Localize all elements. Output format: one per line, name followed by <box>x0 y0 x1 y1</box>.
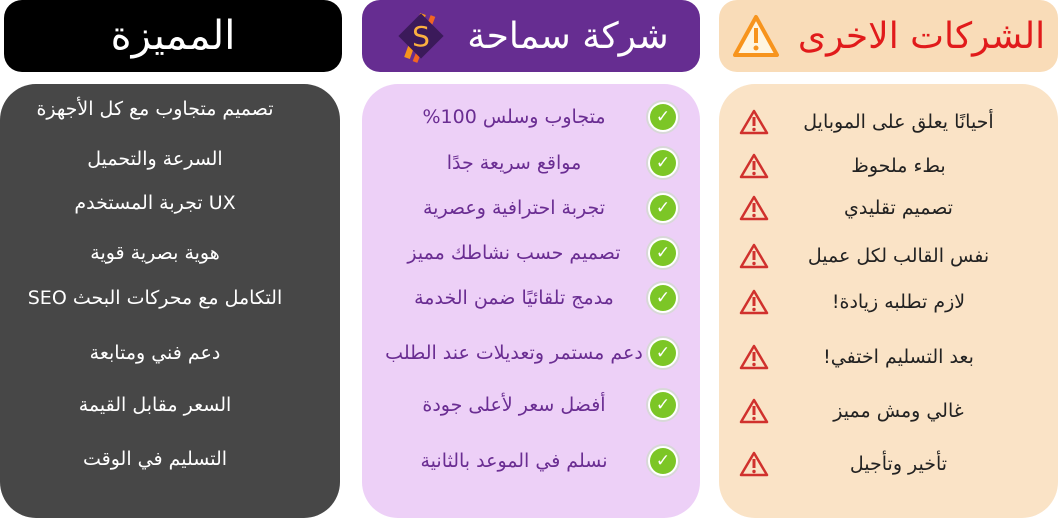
item-label: لازم تطلبه زيادة! <box>831 291 966 313</box>
list-item: تأخير وتأجيل <box>739 451 1028 477</box>
item-label: متجاوب وسلس 100% <box>422 106 606 128</box>
item-label: أحيانًا يعلق على الموبايل <box>803 111 994 133</box>
list-item: التكامل مع محركات البحث SEO <box>10 287 300 309</box>
warning-icon <box>739 289 769 315</box>
check-icon: ✓ <box>646 236 680 270</box>
item-label: دعم مستمر وتعديلات عند الطلب <box>385 342 643 364</box>
item-label: نفس القالب لكل عميل <box>807 245 990 267</box>
item-label: التسليم في الوقت <box>82 448 228 470</box>
warning-icon <box>739 451 769 477</box>
warning-icon <box>739 398 769 424</box>
item-label: مدمج تلقائيًا ضمن الخدمة <box>414 287 614 309</box>
list-item: بطء ملحوظ <box>739 153 1028 179</box>
list-item: أحيانًا يعلق على الموبايل <box>739 109 1028 135</box>
list-item: دعم فني ومتابعة <box>10 342 300 364</box>
features-panel: تصميم متجاوب مع كل الأجهزة السرعة والتحمي… <box>0 84 340 518</box>
item-label: تجربة احترافية وعصرية <box>422 197 606 219</box>
item-label: هوية بصرية قوية <box>90 242 220 264</box>
check-icon: ✓ <box>646 444 680 478</box>
company-title: شركة سماحة <box>467 15 669 57</box>
list-item: السرعة والتحميل <box>10 148 300 170</box>
list-item: لازم تطلبه زيادة! <box>739 289 1028 315</box>
check-icon: ✓ <box>646 388 680 422</box>
features-title: المميزة <box>110 13 236 59</box>
warning-icon <box>739 109 769 135</box>
svg-text:S: S <box>412 20 430 53</box>
list-item: تصميم متجاوب مع كل الأجهزة <box>10 98 300 120</box>
list-item: التسليم في الوقت <box>10 448 300 470</box>
item-label: التكامل مع محركات البحث SEO <box>27 287 283 309</box>
item-label: غالي ومش مميز <box>833 400 964 422</box>
warning-icon <box>739 153 769 179</box>
others-panel: أحيانًا يعلق على الموبايل بطء ملحوظ تصميم … <box>719 84 1058 518</box>
company-panel: ✓ متجاوب وسلس 100% ✓ مواقع سريعة جدًا ✓ تجربة… <box>362 84 700 518</box>
list-item: ✓ مواقع سريعة جدًا <box>382 146 680 180</box>
list-item: تصميم تقليدي <box>739 195 1028 221</box>
company-logo: S <box>398 12 444 63</box>
list-item: نفس القالب لكل عميل <box>739 243 1028 269</box>
list-item: ✓ تجربة احترافية وعصرية <box>382 191 680 225</box>
item-label: دعم فني ومتابعة <box>89 342 221 364</box>
list-item: ✓ مدمج تلقائيًا ضمن الخدمة <box>382 281 680 315</box>
list-item: UX تجربة المستخدم <box>10 192 300 214</box>
item-label: أفضل سعر لأعلى جودة <box>422 394 606 416</box>
list-item: ✓ نسلم في الموعد بالثانية <box>382 444 680 478</box>
list-item: السعر مقابل القيمة <box>10 394 300 416</box>
item-label: بطء ملحوظ <box>851 155 946 177</box>
check-icon: ✓ <box>646 100 680 134</box>
list-item: ✓ دعم مستمر وتعديلات عند الطلب <box>382 336 680 370</box>
warning-icon <box>739 344 769 370</box>
check-icon: ✓ <box>646 191 680 225</box>
list-item: ✓ متجاوب وسلس 100% <box>382 100 680 134</box>
item-label: تصميم تقليدي <box>844 197 953 219</box>
others-title: الشركات الاخرى <box>797 15 1046 57</box>
list-item: غالي ومش مميز <box>739 398 1028 424</box>
item-label: UX تجربة المستخدم <box>74 192 236 214</box>
check-icon: ✓ <box>646 146 680 180</box>
item-label: تصميم متجاوب مع كل الأجهزة <box>36 98 274 120</box>
item-label: بعد التسليم اختفي! <box>823 346 974 368</box>
item-label: تأخير وتأجيل <box>849 453 948 475</box>
list-item: بعد التسليم اختفي! <box>739 344 1028 370</box>
list-item: ✓ أفضل سعر لأعلى جودة <box>382 388 680 422</box>
check-icon: ✓ <box>646 336 680 370</box>
warning-icon <box>739 195 769 221</box>
list-item: هوية بصرية قوية <box>10 242 300 264</box>
item-label: نسلم في الموعد بالثانية <box>420 450 608 472</box>
item-label: السرعة والتحميل <box>87 148 223 170</box>
list-item: ✓ تصميم حسب نشاطك مميز <box>382 236 680 270</box>
item-label: تصميم حسب نشاطك مميز <box>407 242 621 264</box>
check-icon: ✓ <box>646 281 680 315</box>
others-header: الشركات الاخرى <box>719 0 1058 72</box>
company-header: شركة سماحة S <box>362 0 700 72</box>
item-label: مواقع سريعة جدًا <box>446 152 582 174</box>
warning-icon <box>739 243 769 269</box>
warning-icon <box>732 15 779 57</box>
features-header: المميزة <box>4 0 342 72</box>
item-label: السعر مقابل القيمة <box>78 394 232 416</box>
